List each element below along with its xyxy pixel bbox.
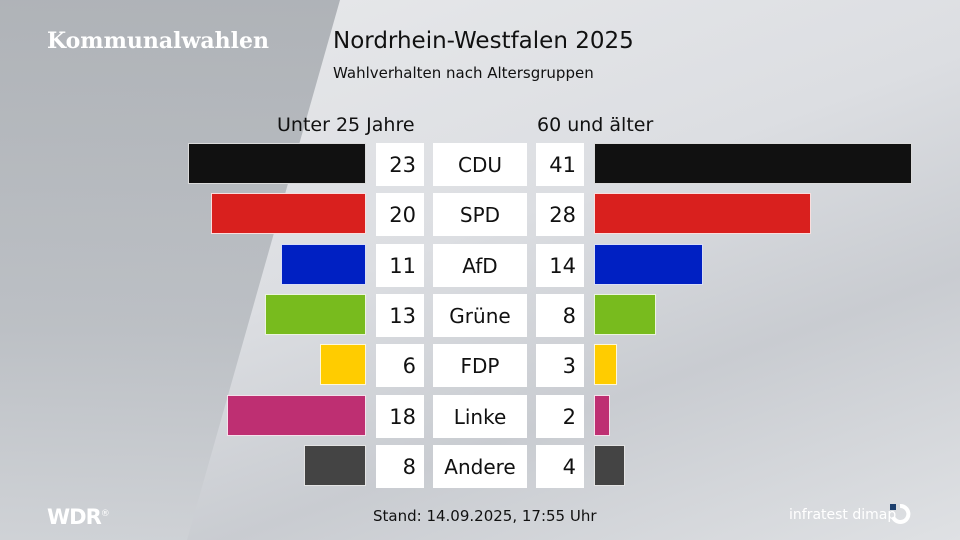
bar-60-plus [594,395,610,436]
value-60-plus: 4 [536,445,584,488]
value-under-25: 13 [376,294,424,337]
party-label: AfD [433,244,527,287]
bar-60-plus [594,294,656,335]
row-spd: 20 SPD 28 [0,193,960,236]
chart-subtitle: Wahlverhalten nach Altersgruppen [333,64,594,82]
row-fdp: 6 FDP 3 [0,344,960,387]
bar-under-25 [211,193,366,234]
bar-under-25 [187,143,366,184]
value-under-25: 6 [376,344,424,387]
bar-under-25 [304,445,366,486]
bar-under-25 [280,244,366,285]
timestamp: Stand: 14.09.2025, 17:55 Uhr [373,507,597,525]
party-label: Linke [433,395,527,438]
party-label: CDU [433,143,527,186]
value-under-25: 8 [376,445,424,488]
bar-60-plus [594,143,912,184]
row-grüne: 13 Grüne 8 [0,294,960,337]
bar-under-25 [265,294,366,335]
bar-60-plus [594,445,625,486]
row-linke: 18 Linke 2 [0,395,960,438]
row-cdu: 23 CDU 41 [0,143,960,186]
value-under-25: 20 [376,193,424,236]
value-60-plus: 14 [536,244,584,287]
value-60-plus: 2 [536,395,584,438]
value-under-25: 23 [376,143,424,186]
party-label: Andere [433,445,527,488]
party-label: Grüne [433,294,527,337]
chart-title: Nordrhein-Westfalen 2025 [333,28,634,54]
column-header-under-25: Unter 25 Jahre [277,114,415,136]
bar-under-25 [319,344,366,385]
value-60-plus: 41 [536,143,584,186]
value-under-25: 11 [376,244,424,287]
value-60-plus: 28 [536,193,584,236]
value-60-plus: 3 [536,344,584,387]
infratest-dimap-logo-icon [890,504,911,524]
brand-title: Kommunalwahlen [47,28,270,54]
bar-under-25 [226,395,366,436]
value-under-25: 18 [376,395,424,438]
column-header-60-plus: 60 und älter [537,114,654,136]
value-60-plus: 8 [536,294,584,337]
row-afd: 11 AfD 14 [0,244,960,287]
bar-60-plus [594,193,811,234]
party-label: SPD [433,193,527,236]
row-andere: 8 Andere 4 [0,445,960,488]
wdr-logo: WDR® [47,505,110,529]
source-label: infratest dimap [789,507,897,523]
bar-60-plus [594,244,703,285]
bar-60-plus [594,344,618,385]
party-label: FDP [433,344,527,387]
